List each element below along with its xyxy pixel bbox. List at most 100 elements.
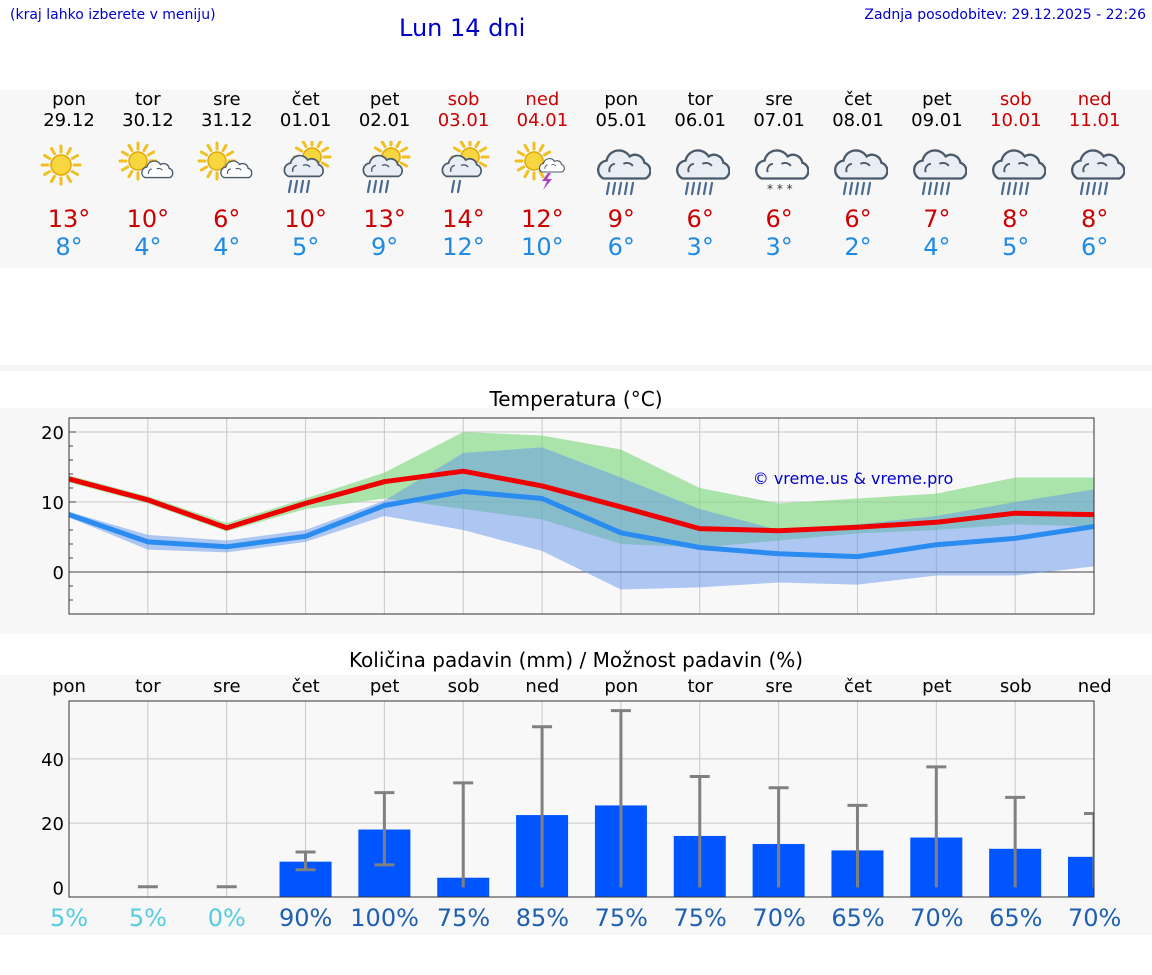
- max-temperature: 13°: [363, 205, 406, 233]
- precipitation-day-label: pet: [922, 676, 952, 697]
- precipitation-probability: 65%: [989, 904, 1043, 932]
- day-name: sre: [213, 89, 241, 110]
- precipitation-probability: 65%: [831, 904, 885, 932]
- rain-icon: [1070, 149, 1125, 196]
- rain-icon: [834, 149, 888, 196]
- precipitation-probability: 70%: [910, 904, 964, 932]
- precipitation-day-label: pon: [52, 676, 86, 697]
- day-name: pet: [369, 89, 400, 110]
- sun-shower-icon: [440, 141, 489, 194]
- min-temperature: 10°: [521, 233, 564, 261]
- max-temperature: 10°: [284, 205, 327, 233]
- max-temperature: 6°: [844, 205, 872, 233]
- day-forecast-column: ned 04.01 12° 10°: [502, 90, 582, 261]
- svg-text:* * *: * * *: [767, 182, 793, 196]
- day-date: 01.01: [279, 110, 332, 131]
- day-forecast-column: sre 07.01 * * * 6° 3°: [739, 90, 819, 261]
- day-forecast-column: čet 01.01 10° 5°: [266, 89, 346, 262]
- sun-thunder-icon: [514, 141, 566, 190]
- separator-band: [0, 365, 1152, 371]
- y-tick-label: 10: [41, 493, 64, 514]
- precipitation-day-label: pet: [369, 676, 400, 697]
- precipitation-probability: 0%: [207, 904, 246, 932]
- rain-icon: [676, 149, 731, 196]
- day-forecast-column: sob 03.01 14° 12°: [424, 89, 504, 262]
- day-date: 31.12: [201, 110, 253, 131]
- precipitation-day-label: čet: [291, 676, 320, 697]
- day-forecast-column: ned 11.01 8° 6°: [1055, 90, 1135, 261]
- plot-frame: [68, 417, 1095, 615]
- day-date: 29.12: [43, 110, 95, 131]
- precipitation-day-label: tor: [135, 676, 161, 697]
- day-date: 09.01: [911, 110, 963, 131]
- day-date: 06.01: [674, 110, 726, 131]
- precipitation-probability: 75%: [673, 904, 727, 932]
- max-temperature-line: [68, 468, 1095, 534]
- day-forecast-column: pet 02.01 13° 9°: [345, 89, 425, 262]
- copyright-watermark: © vreme.us & vreme.pro: [753, 469, 954, 488]
- location-hint: (kraj lahko izberete v meniju): [10, 7, 216, 23]
- page-title: Lun 14 dni: [399, 14, 526, 42]
- y-tick-label: 0: [53, 563, 64, 584]
- max-temperature: 9°: [607, 205, 635, 233]
- max-temperature: 6°: [213, 205, 241, 233]
- sun-rain-icon: [283, 141, 332, 194]
- max-temperature: 6°: [765, 205, 793, 233]
- precipitation-bar: [1068, 856, 1094, 897]
- min-temperature: 8°: [55, 233, 83, 261]
- min-temperature: 3°: [765, 233, 793, 261]
- day-name: sob: [447, 89, 480, 110]
- precipitation-day-label: ned: [525, 676, 560, 697]
- day-name: sob: [999, 89, 1032, 110]
- precipitation-probability: 70%: [1068, 904, 1122, 932]
- day-date: 04.01: [516, 110, 569, 131]
- max-temperature: 8°: [1002, 205, 1030, 233]
- precipitation-probability: 70%: [752, 904, 806, 932]
- precipitation-chart-title: Količina padavin (mm) / Možnost padavin …: [348, 648, 804, 672]
- day-name: pon: [52, 89, 86, 110]
- bar-group: [137, 709, 1094, 897]
- last-update-label: Zadnja posodobitev: 29.12.2025 - 22:26: [864, 7, 1146, 23]
- precipitation-day-label: tor: [687, 676, 713, 697]
- day-name: čet: [291, 89, 320, 110]
- min-temperature-line: [68, 489, 1095, 560]
- rain-icon: [991, 149, 1046, 196]
- sun-rain-icon: [362, 141, 411, 194]
- day-name: čet: [843, 89, 873, 110]
- min-temperature: 4°: [923, 233, 951, 261]
- y-tick-label: 40: [41, 750, 64, 771]
- day-forecast-column: sob 10.01 8° 5°: [976, 90, 1056, 261]
- rain-icon: [912, 149, 967, 196]
- snow-icon: * * *: [755, 149, 810, 196]
- day-forecast-column: pet 09.01 7° 4°: [897, 90, 977, 261]
- precipitation-probability: 90%: [279, 904, 333, 932]
- precipitation-probability: 75%: [436, 904, 491, 932]
- precipitation-day-label: sre: [213, 676, 241, 697]
- min-temperature: 6°: [607, 233, 635, 261]
- plot-frame: [68, 700, 1095, 898]
- day-name: tor: [135, 89, 161, 110]
- precipitation-probability: 85%: [515, 904, 570, 932]
- day-forecast-column: sre 31.12 6° 4°: [187, 90, 267, 261]
- min-temperature: 3°: [686, 233, 714, 261]
- temperature-chart-title: Temperatura (°C): [489, 387, 663, 411]
- min-temperature: 5°: [292, 233, 320, 261]
- max-temperature: 8°: [1081, 205, 1109, 233]
- day-forecast-column: tor 06.01 6° 3°: [660, 90, 740, 261]
- day-forecast-column: pon 05.01 9° 6°: [581, 90, 661, 261]
- day-date: 07.01: [753, 110, 805, 131]
- min-temperature: 12°: [442, 233, 485, 261]
- rain-icon: [597, 149, 652, 196]
- y-tick-label: 0: [53, 878, 64, 899]
- min-temperature: 4°: [134, 233, 162, 261]
- precipitation-chart: 0 20 40: [41, 700, 1095, 899]
- min-temperature: 2°: [844, 233, 872, 261]
- day-forecast-column: čet 08.01 6° 2°: [818, 90, 898, 261]
- precipitation-day-label: ned: [1077, 676, 1112, 697]
- max-temperature: 12°: [521, 205, 564, 233]
- day-name: sre: [765, 89, 793, 110]
- min-temperature: 9°: [370, 233, 399, 261]
- precipitation-probability: 5%: [49, 904, 89, 932]
- max-temperature: 10°: [126, 205, 170, 233]
- day-date: 02.01: [358, 110, 411, 131]
